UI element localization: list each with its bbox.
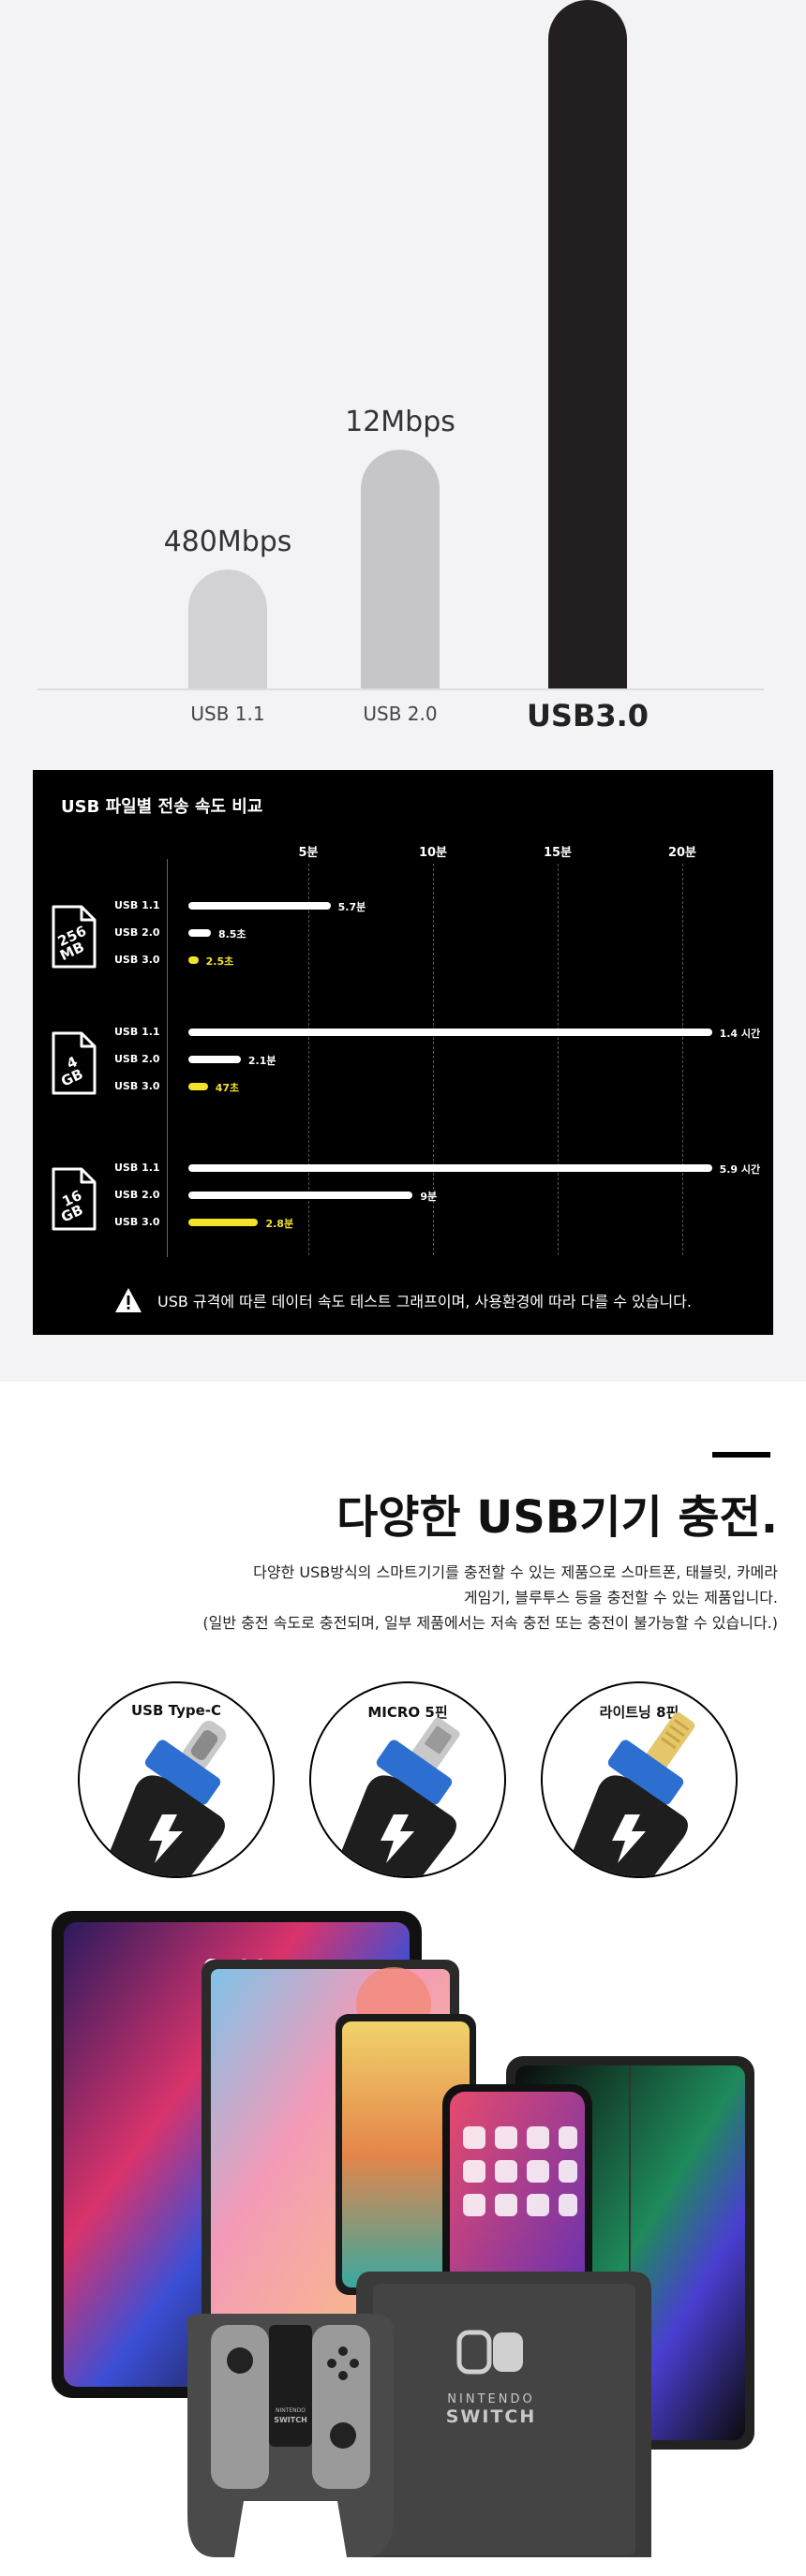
usb-version-label: USB 3.0 — [114, 1080, 160, 1092]
connector-label: 라이트닝 8핀 — [599, 1704, 679, 1721]
transfer-value-label: 5.7분 — [337, 901, 366, 913]
transfer-bar — [188, 1164, 712, 1172]
tick-label: 5분 — [298, 846, 319, 860]
usb-version-label: USB 2.0 — [114, 1053, 160, 1065]
joycon-grip: NINTENDO SWITCH — [187, 2314, 394, 2557]
bar-category-label: USB 2.0 — [363, 703, 438, 725]
usb-version-label: USB 2.0 — [114, 926, 160, 939]
connector-plug-icon — [562, 1712, 695, 1876]
connector-label: USB Type-C — [130, 1702, 221, 1719]
bar-2 — [361, 450, 440, 688]
grid-line — [308, 864, 309, 1255]
transfer-bar — [188, 1056, 241, 1063]
bar-3 — [548, 0, 627, 688]
tick-label: 10분 — [418, 846, 448, 860]
galaxy-phone-device — [336, 2014, 476, 2295]
transfer-bar — [188, 929, 211, 937]
transfer-value-label: 1.4 시간 — [719, 1028, 761, 1040]
bar-value-label: 12Mbps — [345, 406, 455, 438]
dock-brand-2: SWITCH — [446, 2406, 537, 2427]
transfer-value-label: 5.9 시간 — [719, 1163, 761, 1176]
switch-dock: NINTENDO SWITCH — [356, 2272, 651, 2557]
panel-title: USB 파일별 전송 속도 비교 — [61, 797, 263, 817]
transfer-value-label: 8.5초 — [217, 928, 246, 940]
connector-plug-icon — [99, 1721, 227, 1876]
transfer-bar — [188, 1083, 208, 1090]
transfer-value-label: 2.1분 — [247, 1055, 276, 1067]
footnote-text: USB 규격에 따른 데이터 속도 테스트 그래프이며, 사용환경에 따라 다를… — [157, 1293, 692, 1310]
warning-icon — [114, 1288, 142, 1312]
transfer-bar — [188, 1219, 259, 1226]
bar-1 — [188, 570, 267, 688]
transfer-bar — [188, 1029, 712, 1036]
usb-version-label: USB 1.1 — [114, 1162, 160, 1174]
file-icon: 256 MB — [50, 903, 98, 970]
usb-version-label: USB 3.0 — [114, 954, 160, 966]
joycon-brand-2: SWITCH — [274, 2416, 307, 2424]
file-icon: 16 GB — [50, 1165, 98, 1233]
file-size-text: GB — [58, 1201, 85, 1225]
file-size-text: GB — [58, 1065, 85, 1089]
grid-line — [433, 864, 434, 1255]
connector-plug-icon — [331, 1717, 460, 1876]
usb-version-label: USB 1.1 — [114, 1026, 160, 1038]
panel-axis — [167, 859, 168, 1257]
bar-category-label: USB 1.1 — [190, 703, 265, 725]
charge-heading: 다양한 USB기기 충전. — [336, 1491, 778, 1544]
transfer-value-label: 2.8분 — [265, 1218, 294, 1230]
usb-version-label: USB 1.1 — [114, 899, 160, 911]
file-icon: 4 GB — [50, 1029, 98, 1097]
joycon-brand-1: NINTENDO — [276, 2407, 306, 2414]
grid-line — [682, 864, 683, 1255]
speed-section: 480Mbps USB 1.1 12Mbps USB 2.0 USB3.0 USB 파일… — [0, 0, 806, 1382]
charge-description: 다양한 USB방식의 스마트기기를 충전할 수 있는 제품으로 스마트폰, 태블… — [66, 1560, 778, 1636]
panel-footnote: USB 규격에 따른 데이터 속도 테스트 그래프이며, 사용환경에 따라 다를… — [33, 1276, 773, 1325]
dock-brand-1: NINTENDO — [447, 2392, 534, 2406]
transfer-value-label: 47초 — [215, 1082, 240, 1094]
transfer-bar — [188, 902, 331, 910]
devices-illustration: 9:41 — [52, 1911, 754, 2557]
desc-line-1: 다양한 USB방식의 스마트기기를 충전할 수 있는 제품으로 스마트폰, 태블… — [253, 1563, 778, 1581]
desc-line-2: 게임기, 블루투스 등을 충전할 수 있는 제품입니다. — [463, 1589, 778, 1606]
connector-circle: MICRO 5핀 — [309, 1681, 506, 1878]
usb-version-label: USB 2.0 — [114, 1189, 160, 1201]
transfer-bar — [188, 956, 199, 964]
tick-label: 20분 — [667, 846, 697, 860]
grid-line — [558, 864, 559, 1255]
connector-circle: 라이트닝 8핀 — [541, 1681, 738, 1878]
connector-circle: USB Type-C — [78, 1681, 275, 1878]
chart-baseline — [37, 688, 764, 690]
connector-label: MICRO 5핀 — [367, 1704, 448, 1721]
tick-label: 15분 — [543, 846, 573, 860]
usb-version-label: USB 3.0 — [114, 1216, 160, 1228]
transfer-bar — [188, 1192, 413, 1199]
charge-section: 다양한 USB기기 충전. 다양한 USB방식의 스마트기기를 충전할 수 있는… — [0, 1382, 806, 2576]
bar-category-label: USB3.0 — [526, 698, 649, 733]
heading-accent-line — [712, 1452, 770, 1458]
bar-value-label: 480Mbps — [163, 526, 292, 558]
transfer-speed-panel: USB 파일별 전송 속도 비교 5분 10분 15분 20분 256 MB USB 1.… — [33, 770, 773, 1335]
transfer-value-label: 9분 — [420, 1191, 438, 1203]
transfer-value-label: 2.5초 — [205, 955, 234, 968]
desc-line-3: (일반 충전 속도로 충전되며, 일부 제품에서는 저속 충전 또는 충전이 불… — [202, 1614, 778, 1632]
file-document-icon: 4GB — [52, 1031, 97, 1095]
